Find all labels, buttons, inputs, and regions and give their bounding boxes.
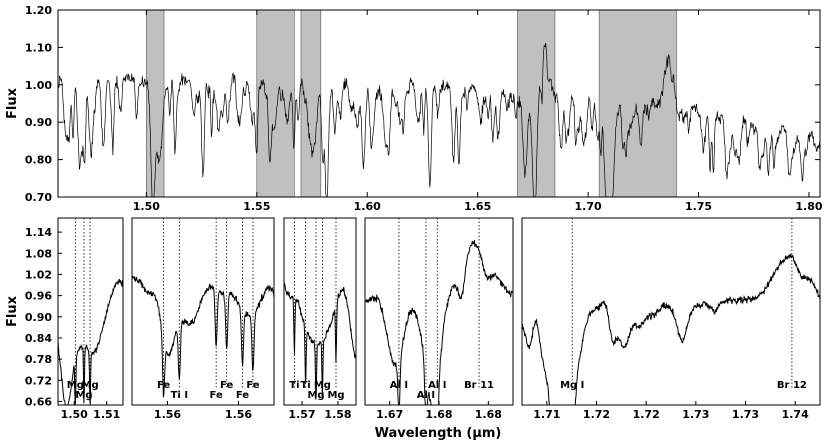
- x-tick-label: 1.50: [61, 408, 88, 421]
- x-tick-label: 1.71: [533, 408, 560, 421]
- x-tick-label: 1.72: [633, 408, 660, 421]
- line-id-label: Ti: [289, 380, 299, 391]
- y-tick-label: 1.02: [25, 268, 52, 281]
- x-tick-label: 1.73: [732, 408, 759, 421]
- y-tick-label: 1.14: [25, 226, 52, 239]
- line-id-label: Fe: [246, 380, 259, 391]
- y-tick-label: 0.72: [25, 374, 52, 387]
- spectrum-line-top: [57, 42, 821, 198]
- y-tick-label: 0.90: [25, 116, 52, 129]
- x-tick-label: 1.80: [795, 200, 822, 213]
- y-axis-label-bottom: Flux: [5, 295, 20, 327]
- line-id-label: Mg I: [560, 380, 584, 391]
- y-tick-label: 0.70: [25, 191, 52, 204]
- bottom-plot-frame: [131, 217, 275, 406]
- x-tick-label: 1.74: [782, 408, 809, 421]
- line-id-label: Al I: [428, 380, 446, 391]
- bottom-plot-frame: [283, 217, 357, 406]
- spectrum-line-zoom: [131, 275, 275, 398]
- x-tick-label: 1.58: [324, 408, 351, 421]
- x-tick-label: 1.57: [288, 408, 315, 421]
- x-tick-label: 1.68: [425, 408, 452, 421]
- y-tick-label: 0.84: [25, 332, 52, 345]
- line-id-label: Fe: [157, 380, 170, 391]
- line-id-label: Al I: [417, 390, 435, 401]
- line-id-label: Ti: [300, 380, 310, 391]
- spectrum-line-zoom: [364, 240, 514, 406]
- y-axis-label-top: Flux: [5, 87, 20, 119]
- bottom-plot-frame: [364, 217, 514, 406]
- line-id-label: Mg: [307, 390, 324, 401]
- x-tick-label: 1.51: [93, 408, 120, 421]
- line-id-label: Mg: [327, 390, 344, 401]
- spectrum-line-zoom: [57, 278, 124, 406]
- shaded-region-5: [598, 9, 677, 198]
- line-id-label: Ti I: [171, 390, 188, 401]
- line-id-label: Mg: [75, 390, 92, 401]
- x-tick-label: 1.67: [376, 408, 403, 421]
- spectrum-line-zoom: [283, 281, 357, 400]
- x-axis-label: Wavelength (μm): [375, 426, 502, 441]
- x-tick-label: 1.72: [583, 408, 610, 421]
- line-id-label: Al I: [390, 380, 408, 391]
- y-tick-label: 0.96: [25, 290, 52, 303]
- line-id-label: Fe: [220, 380, 233, 391]
- y-tick-label: 0.78: [25, 353, 52, 366]
- bottom-panels: 1.50 1.51MgMgMg0.660.720.780.840.900.961.…: [25, 217, 821, 421]
- y-tick-label: 1.10: [25, 41, 52, 54]
- line-id-label: Mg: [67, 380, 84, 391]
- x-tick-label: 1.73: [682, 408, 709, 421]
- line-id-label: Fe: [236, 390, 249, 401]
- top-plot-frame: [57, 9, 821, 198]
- bottom-plot-frame: [57, 217, 124, 406]
- x-tick-label: 1.50: [133, 200, 160, 213]
- x-tick-label: 1.55: [243, 200, 270, 213]
- x-tick-label: 1.56: [154, 408, 181, 421]
- line-id-label: Fe: [210, 390, 223, 401]
- line-id-label: Mg: [82, 380, 99, 391]
- bottom-panel-1: 1.50 1.51MgMgMg0.660.720.780.840.900.961.…: [25, 217, 124, 421]
- line-id-label: Br 11: [464, 380, 494, 391]
- x-tick-label: 1.56: [225, 408, 252, 421]
- x-tick-label: 1.68: [475, 408, 502, 421]
- line-id-label: Mg: [314, 380, 331, 391]
- y-tick-label: 0.80: [25, 154, 52, 167]
- bottom-plot-frame: [521, 217, 821, 406]
- line-id-label: Br 12: [777, 380, 807, 391]
- bottom-panel-5: 1.71 1.72 1.72 1.73 1.73 1.74 Mg I Br 12: [521, 217, 821, 421]
- x-tick-label: 1.75: [685, 200, 712, 213]
- y-tick-label: 1.00: [25, 79, 52, 92]
- y-tick-label: 1.20: [25, 4, 52, 17]
- top-panel: 0.70 0.80 0.90 1.00 1.10 1.20 1.50 1.55 1.60 1.65…: [25, 4, 823, 213]
- x-tick-label: 1.60: [354, 200, 381, 213]
- shaded-region-2: [256, 9, 295, 198]
- x-tick-label: 1.65: [464, 200, 491, 213]
- x-tick-label: 1.70: [575, 200, 602, 213]
- y-tick-label: 0.90: [25, 311, 52, 324]
- y-tick-label: 1.08: [25, 247, 52, 260]
- y-tick-label: 0.66: [25, 395, 52, 408]
